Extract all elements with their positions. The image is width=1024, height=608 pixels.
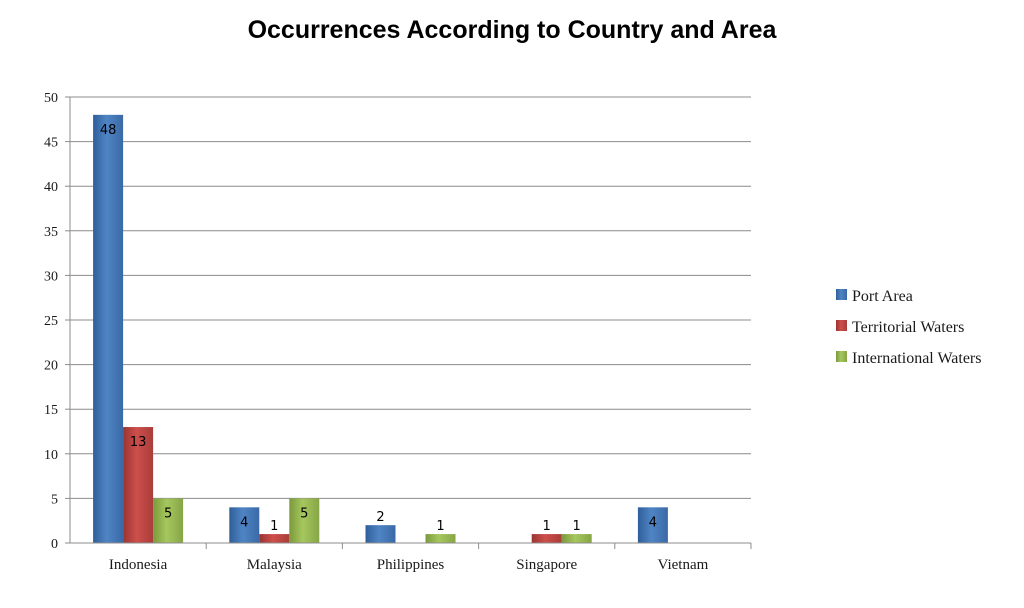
x-tick-label: Vietnam [658, 557, 709, 573]
y-tick-label: 45 [44, 136, 58, 151]
x-axis-ticks: Indonesia Malaysia Philippines Singapore Vie… [109, 557, 709, 573]
bar [259, 534, 290, 543]
bar [93, 114, 124, 543]
x-tick-label: Indonesia [109, 557, 168, 573]
gridlines [70, 96, 751, 499]
y-tick-label: 20 [44, 359, 58, 374]
y-tick-label: 35 [44, 225, 58, 240]
data-labels: 48 13 5 4 1 5 2 1 1 1 4 [100, 123, 657, 534]
data-label: 13 [130, 435, 147, 450]
bar [561, 534, 592, 543]
y-tick-label: 15 [44, 403, 58, 418]
legend-label: Port Area [852, 288, 913, 305]
y-tick-label: 0 [51, 537, 58, 552]
y-tick-label: 40 [44, 180, 58, 195]
bar [531, 534, 562, 543]
data-label: 1 [270, 519, 278, 534]
bar [289, 498, 320, 543]
legend-swatch [836, 320, 847, 331]
data-label: 4 [240, 515, 248, 530]
bar [153, 498, 184, 543]
y-axis-ticks: 0 5 10 15 20 25 30 35 40 45 50 [44, 91, 58, 552]
y-tick-label: 25 [44, 314, 58, 329]
data-label: 1 [436, 519, 444, 534]
legend-swatch [836, 351, 847, 362]
chart-title: Occurrences According to Country and Are… [248, 16, 778, 44]
bar [637, 507, 668, 543]
axes [65, 96, 752, 549]
data-label: 1 [543, 519, 551, 534]
bar [365, 525, 396, 543]
legend-label: International Waters [852, 350, 981, 367]
legend-label: Territorial Waters [852, 319, 964, 336]
data-label: 4 [649, 515, 657, 530]
y-tick-label: 5 [51, 492, 58, 507]
bar [425, 534, 456, 543]
x-tick-label: Malaysia [247, 557, 302, 573]
x-tick-label: Philippines [377, 557, 445, 573]
bar [123, 427, 154, 543]
y-tick-label: 10 [44, 448, 58, 463]
y-tick-label: 50 [44, 91, 58, 106]
data-label: 1 [573, 519, 581, 534]
bar [229, 507, 260, 543]
x-tick-label: Singapore [516, 557, 577, 573]
data-label: 48 [100, 123, 117, 138]
data-label: 5 [164, 506, 172, 521]
bars [93, 114, 668, 543]
legend-swatch [836, 289, 847, 300]
data-label: 2 [376, 510, 384, 525]
data-label: 5 [300, 506, 308, 521]
y-tick-label: 30 [44, 269, 58, 284]
legend: Port Area Territorial Waters International… [836, 288, 981, 367]
